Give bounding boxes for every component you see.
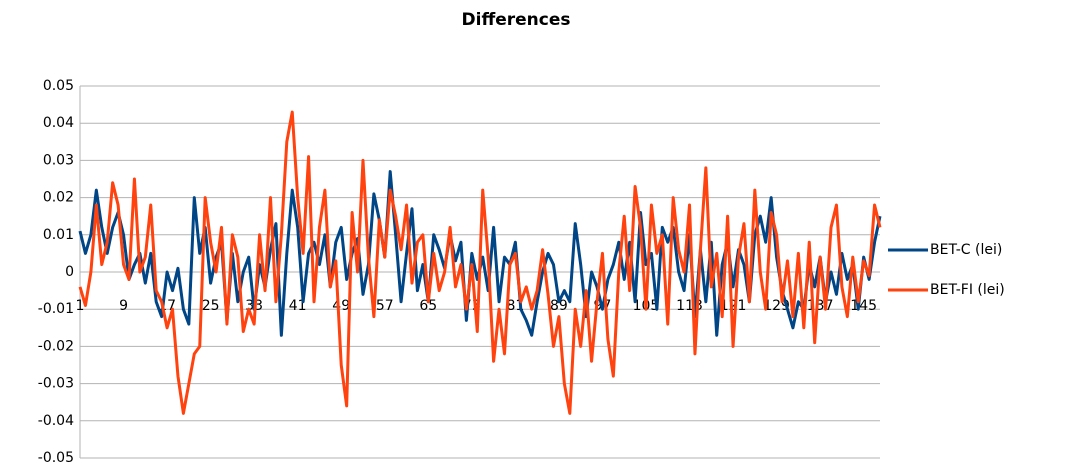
- y-tick-label: 0.02: [43, 190, 74, 206]
- y-tick-label: 0: [65, 264, 74, 280]
- x-tick-label: 49: [332, 298, 350, 314]
- y-tick-label: 0.01: [43, 227, 74, 243]
- x-tick-label: 89: [550, 298, 568, 314]
- y-tick-label: -0.02: [38, 338, 74, 354]
- series-line: [78, 110, 882, 415]
- legend-label: BET-FI (lei): [930, 282, 1005, 298]
- x-tick-label: 9: [119, 298, 128, 314]
- x-tick-label: 57: [376, 298, 394, 314]
- y-tick-label: 0.04: [43, 115, 74, 131]
- y-tick-label: -0.05: [38, 450, 74, 466]
- x-tick-label: 25: [202, 298, 220, 314]
- y-tick-label: -0.04: [38, 413, 74, 429]
- legend-label: BET-C (lei): [930, 242, 1002, 258]
- x-tick-label: 145: [850, 298, 877, 314]
- y-tick-label: -0.01: [38, 301, 74, 317]
- x-tick-label: 137: [807, 298, 834, 314]
- y-tick-label: 0.05: [43, 78, 74, 94]
- y-tick-label: 0.03: [43, 152, 74, 168]
- x-tick-label: 1: [76, 298, 85, 314]
- chart-title: Differences: [462, 10, 571, 30]
- x-tick-label: 65: [419, 298, 437, 314]
- y-tick-label: -0.03: [38, 376, 74, 392]
- x-tick-label: 121: [720, 298, 747, 314]
